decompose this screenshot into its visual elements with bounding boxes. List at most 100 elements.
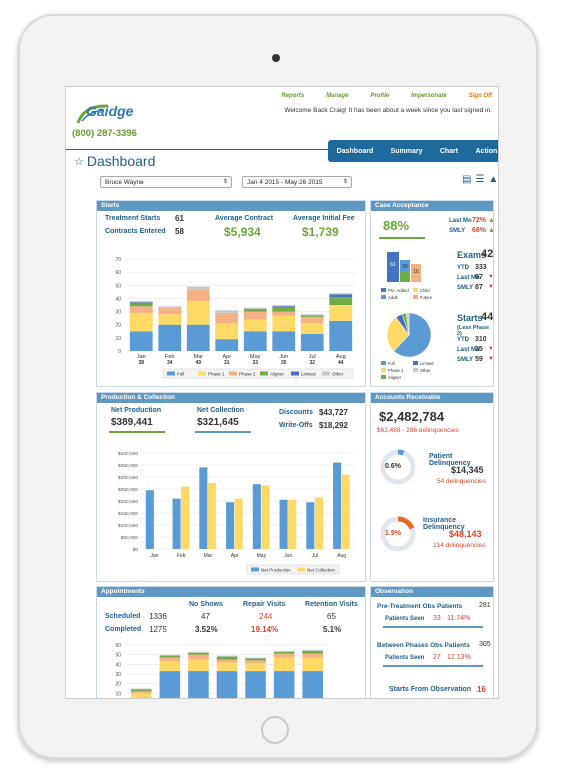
bar-segment [273, 671, 295, 698]
tab-summary[interactable]: Summary [390, 147, 423, 155]
bar-segment [159, 657, 181, 662]
date-range-select[interactable]: Jan 4 2015 - May 26 2015 ⇕ [242, 176, 352, 188]
x-sub-label: 33 [252, 360, 258, 366]
bar-segment [186, 289, 210, 302]
y-tick-label: 40 [115, 296, 121, 302]
legend-swatch [291, 371, 299, 376]
bar-segment [215, 312, 239, 324]
legend-swatch [322, 371, 330, 376]
print-icon[interactable]: ▤ [462, 174, 472, 185]
nav-profile[interactable]: Profile [370, 93, 390, 99]
exams-ytd-label: YTD [457, 265, 469, 271]
tab-dashboard[interactable]: Dashboard [336, 147, 374, 155]
view-tabs: Dashboard Summary Chart Action [328, 140, 498, 162]
legend-label: Adult [388, 295, 398, 300]
y-tick-label: $50,000 [121, 535, 139, 541]
y-tick-label: 0 [118, 349, 121, 355]
bar [172, 498, 181, 549]
bar-segment [245, 671, 266, 698]
y-tick-label: 20 [115, 323, 121, 329]
bar-segment [243, 308, 267, 312]
chevron-updown-icon: ⇕ [342, 179, 348, 185]
legend-swatch [229, 371, 237, 376]
nav-reports[interactable]: Reports [281, 93, 305, 99]
y-tick-label: $300,000 [118, 475, 138, 481]
bar-segment [300, 315, 324, 317]
exams-value: 42 [481, 248, 494, 260]
bar-segment [159, 655, 181, 658]
ca-starts-smly: 59 [475, 356, 483, 363]
ca-starts-smly-label: SMLY [457, 357, 474, 363]
legend-label: Limited [420, 361, 434, 366]
x-tick-label: Mar [194, 354, 204, 360]
bar [333, 462, 342, 549]
bar-segment [188, 651, 209, 653]
legend-swatch [251, 567, 259, 572]
bar [181, 486, 190, 549]
page-title-text: Dashboard [86, 153, 156, 169]
bar-segment [159, 654, 181, 656]
y-tick-label: $200,000 [118, 499, 138, 505]
bar-segment [131, 688, 152, 690]
insurance-delinquency-value: $48,143 [449, 529, 482, 539]
legend-swatch [413, 295, 418, 299]
nav-sign-off[interactable]: Sign Off [468, 93, 492, 99]
bar-segment [215, 310, 239, 313]
list-icon[interactable]: ☰ [475, 174, 485, 185]
legend-label: Net Production [261, 568, 291, 573]
bar-segment [302, 649, 323, 651]
donut-arc [397, 516, 415, 530]
bar-segment [302, 657, 323, 672]
exams-smly-label: SMLY [457, 285, 474, 291]
bar-segment [245, 663, 266, 672]
repair-visits-count: 244 [259, 612, 273, 621]
avg-fee-value: $1,739 [302, 225, 339, 239]
patient-delinquency-count: 54 delinquencies [437, 478, 486, 485]
completed-label: Completed [105, 626, 142, 633]
bar-segment [131, 691, 152, 694]
doctor-select[interactable]: Bruce Wayne ⇕ [100, 176, 232, 188]
nav-impersonate[interactable]: Impersonate [411, 93, 447, 99]
bar-segment [300, 323, 324, 334]
page-title: ☆ Dashboard [74, 153, 155, 169]
home-button[interactable] [261, 716, 289, 744]
tab-chart[interactable]: Chart [439, 147, 459, 155]
y-tick-label: $150,000 [118, 511, 138, 517]
graduation-cap-icon[interactable]: ▲ [488, 174, 499, 185]
pre-seen-underline [383, 626, 483, 628]
nav-manage[interactable]: Manage [326, 93, 349, 99]
case-acceptance-panel: Case Acceptance 88% Last Mo 72% ▲ SMLY 6… [370, 200, 495, 387]
accounts-receivable-panel: Accounts Receivable $2,482,784 $62,488 -… [370, 392, 494, 582]
tab-action[interactable]: Action [475, 147, 498, 155]
legend-swatch [381, 295, 386, 299]
patient-pct: 0.6% [385, 463, 401, 470]
pre-seen-label: Patients Seen [385, 616, 425, 622]
bar-segment [188, 671, 209, 698]
ca-starts-ytd: 310 [475, 336, 487, 343]
bar-segment [188, 659, 209, 672]
bar-segment [216, 671, 238, 698]
bar-segment [300, 333, 324, 351]
legend-label: Other [420, 368, 431, 373]
scheduled-label: Scheduled [105, 613, 141, 620]
legend-swatch [381, 368, 386, 372]
bar [387, 252, 399, 282]
ribbon-line [66, 149, 498, 150]
y-tick-label: 30 [115, 310, 121, 316]
retention-visits-label: Retention Visits [305, 601, 358, 608]
bar-segment [273, 651, 295, 654]
bar-segment [329, 320, 353, 351]
bar-segment [216, 659, 238, 663]
down-arrow-icon: ▼ [488, 274, 494, 280]
star-icon[interactable]: ☆ [74, 155, 84, 168]
writeoffs-value: $18,292 [319, 421, 348, 430]
insurance-delinquency-label: Insurance Delinquency [423, 517, 465, 531]
bar-segment [273, 653, 295, 658]
bar [288, 499, 297, 549]
between-seen-underline [383, 665, 483, 667]
bar [314, 497, 323, 549]
pre-treatment-value: 281 [479, 602, 491, 609]
between-seen-label: Patients Seen [385, 655, 425, 661]
legend-swatch [167, 371, 175, 376]
discounts-label: Discounts [279, 409, 313, 416]
